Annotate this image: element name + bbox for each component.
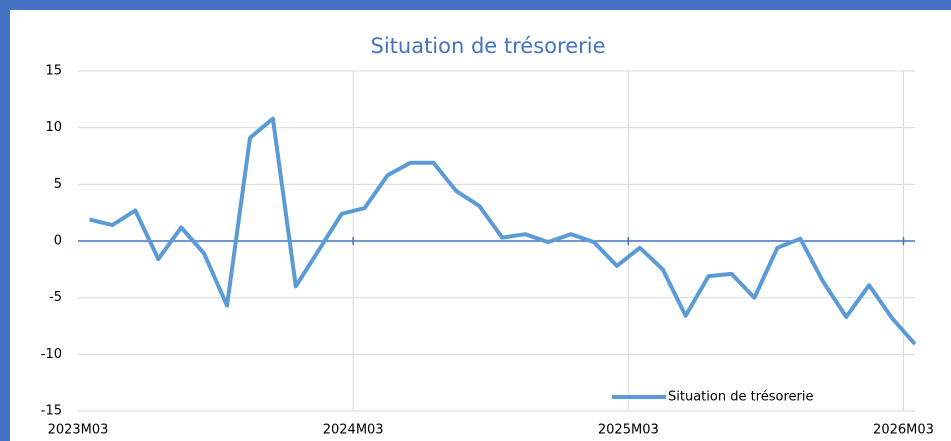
y-tick-label: 0 — [54, 234, 62, 249]
x-tick-label: 2024M03 — [323, 423, 384, 438]
chart-panel — [10, 10, 951, 441]
legend-label: Situation de trésorerie — [668, 390, 813, 405]
data-line — [89, 116, 917, 346]
x-tick-label: 2025M03 — [598, 423, 659, 438]
x-tick-label: 2026M03 — [873, 423, 934, 438]
y-tick-label: -15 — [41, 404, 62, 419]
y-tick-label: 15 — [45, 64, 62, 79]
y-tick-label: 5 — [54, 177, 62, 192]
y-tick-label: -5 — [49, 290, 62, 305]
chart-title: Situation de trésorerie — [371, 34, 606, 58]
x-tick-label: 2023M03 — [48, 423, 109, 438]
y-tick-label: 10 — [45, 120, 62, 135]
y-tick-label: -10 — [41, 347, 62, 362]
